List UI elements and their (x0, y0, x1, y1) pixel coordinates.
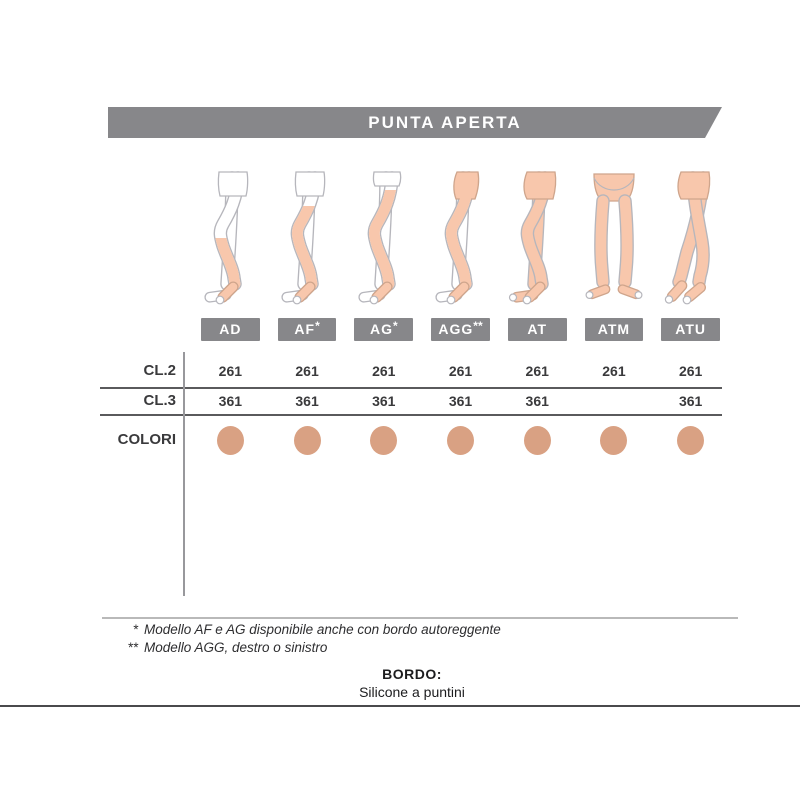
value-cell (576, 392, 653, 410)
footnote-text: Modello AGG, destro o sinistro (144, 640, 328, 655)
model-label-ag: AG* (354, 318, 414, 341)
color-dot (600, 426, 628, 455)
color-dots-row (192, 426, 729, 455)
row-label-cl3: CL.3 (143, 392, 176, 409)
page-bottom-rule (0, 705, 800, 707)
punta-aperta-banner: PUNTA APERTA (108, 107, 722, 138)
value-cell: 261 (525, 363, 549, 379)
footnote-1: * Modello AF e AG disponibile anche con … (118, 621, 501, 639)
model-label-atu: ATU (661, 318, 721, 341)
leg-figure-af (269, 170, 346, 305)
row-label-cl2: CL.2 (143, 362, 176, 379)
footnote-marker: * (132, 622, 138, 637)
leg-figure-at (499, 170, 576, 305)
footnote-text: Modello AF e AG disponibile anche con bo… (144, 622, 501, 637)
value-cell: 261 (372, 363, 396, 379)
model-label-af: AF* (277, 318, 337, 341)
footnote-2: ** Modello AGG, destro o sinistro (118, 639, 501, 657)
table-divider-2 (100, 414, 722, 416)
model-label-at: AT (507, 318, 567, 341)
color-dot (216, 426, 244, 455)
leg-figure-ag (345, 170, 422, 305)
model-label-atm: ATM (584, 318, 644, 341)
leg-illustrations-row (192, 170, 729, 305)
bordo-title: BORDO: (382, 666, 442, 682)
color-dot (370, 426, 398, 455)
row-cl3: CL.3 361 361 361 361 361 361 (0, 392, 800, 410)
value-cell: 361 (372, 393, 396, 409)
model-label-agg: AGG** (431, 318, 490, 341)
color-dot (523, 426, 551, 455)
bordo-text: Silicone a puntini (359, 684, 465, 700)
value-cell: 261 (602, 363, 626, 379)
value-cell: 361 (525, 393, 549, 409)
value-cell: 361 (218, 393, 243, 409)
color-dot (293, 426, 321, 455)
row-label-colori: COLORI (117, 431, 176, 448)
banner-label: PUNTA APERTA (368, 113, 522, 132)
model-labels-row: AD AF* AG* AGG** AT ATM ATU (192, 318, 729, 341)
value-cell: 261 (218, 363, 243, 379)
value-cell: 361 (678, 393, 703, 409)
row-cl2: CL.2 261 261 261 261 261 261 261 (0, 362, 800, 380)
value-cell: 361 (295, 393, 319, 409)
model-label-ad: AD (201, 318, 260, 341)
leg-figure-atm (576, 170, 653, 305)
color-dot (677, 426, 705, 455)
footnote-separator (102, 617, 738, 619)
leg-figure-atu (652, 170, 729, 305)
leg-figure-agg (422, 170, 499, 305)
footnote-marker: ** (127, 640, 138, 655)
leg-figure-ad (192, 170, 269, 305)
value-cell: 361 (448, 393, 473, 409)
value-cell: 261 (678, 363, 703, 379)
table-divider-1 (100, 387, 722, 389)
value-cell: 261 (295, 363, 319, 379)
color-dot (447, 426, 475, 455)
bordo-note: BORDO: Silicone a puntini (112, 666, 712, 700)
footnotes: * Modello AF e AG disponibile anche con … (118, 621, 501, 657)
value-cell: 261 (448, 363, 473, 379)
table-vertical-divider (183, 352, 185, 596)
